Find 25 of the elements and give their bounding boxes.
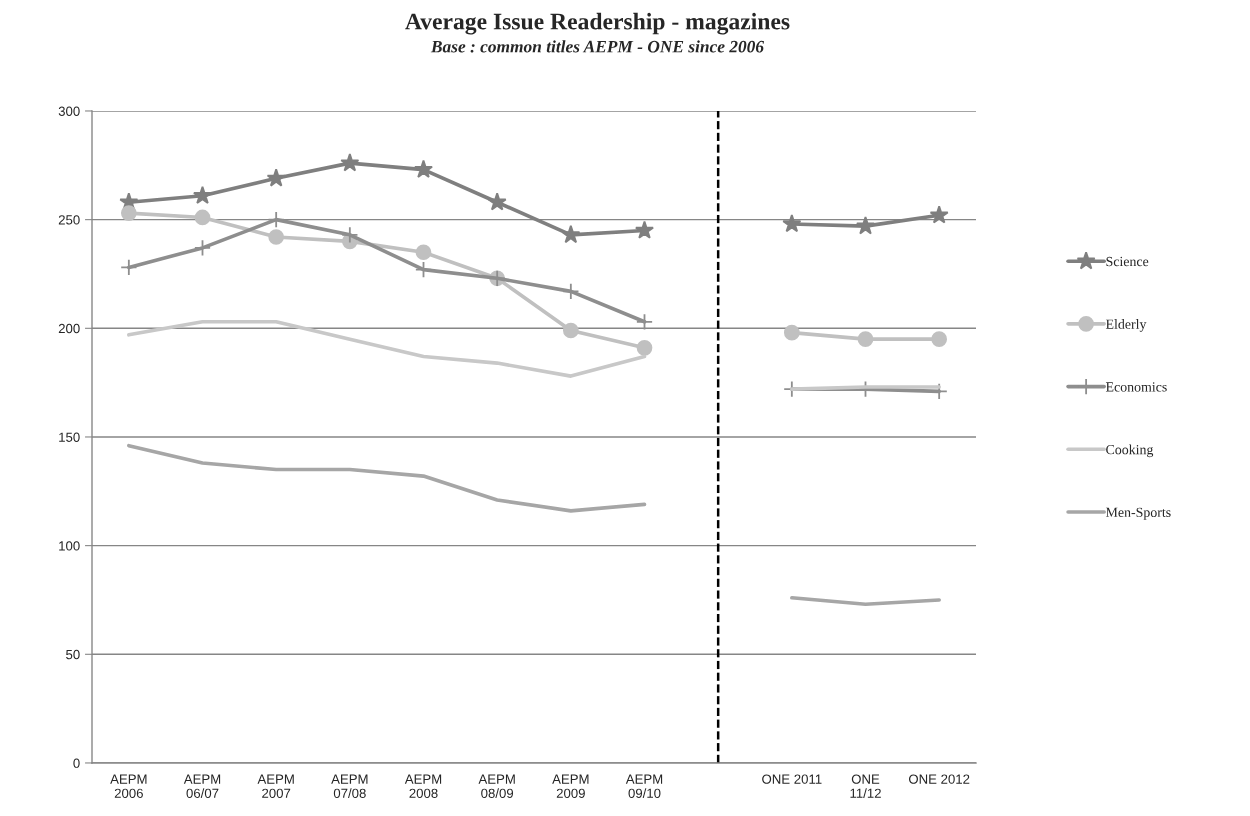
x-tick-label: AEPM 2008 [404, 774, 442, 798]
x-tick-label: AEPM 07/08 [331, 774, 368, 798]
x-tick-label: AEPM 2009 [552, 774, 589, 798]
x-tick-label: ONE 2012 [908, 774, 970, 784]
x-tick-label: AEPM 2006 [110, 774, 147, 798]
x-tick-label: ONE 2011 [762, 774, 822, 784]
y-tick-label: 200 [58, 323, 80, 334]
x-tick-label: ONE 11/12 [850, 774, 881, 798]
x-tick-label: AEPM 09/10 [625, 774, 663, 798]
legend-label: Cooking [1106, 444, 1154, 458]
y-tick-label: 100 [59, 541, 80, 551]
y-tick-label: 50 [66, 649, 80, 660]
legend-label: Science [1106, 256, 1149, 267]
legend-label: Elderly [1105, 319, 1147, 332]
y-tick-label: 250 [58, 215, 80, 225]
y-tick-label: 0 [73, 758, 80, 768]
y-tick-label: 300 [58, 106, 80, 116]
chart-subtitle: Base : common titles AEPM - ONE since 2006 [430, 40, 765, 53]
y-tick-label: 150 [59, 432, 80, 442]
x-tick-label: AEPM 2007 [257, 774, 294, 798]
legend-label: Economics [1105, 382, 1167, 392]
legend-label: Men-Sports [1105, 507, 1171, 520]
x-tick-label: AEPM 08/09 [478, 774, 515, 798]
chart-title: Average Issue Readership - magazines [405, 12, 790, 35]
x-tick-label: AEPM 06/07 [183, 774, 221, 798]
